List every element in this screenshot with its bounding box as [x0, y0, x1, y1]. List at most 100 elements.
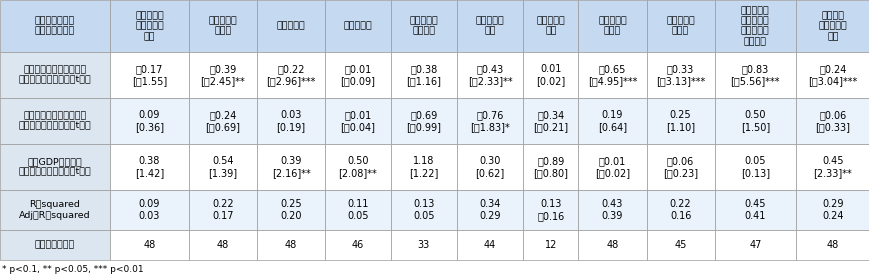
Text: 12: 12	[544, 240, 556, 250]
Bar	[325, 98, 390, 144]
Text: 44: 44	[483, 240, 495, 250]
Bar	[578, 144, 646, 190]
Text: 48: 48	[284, 240, 297, 250]
Text: 0.38
[1.42]: 0.38 [1.42]	[135, 156, 164, 178]
Text: 48: 48	[826, 240, 838, 250]
Text: 0.25
0.20: 0.25 0.20	[280, 199, 302, 221]
Text: 情報資本装備率の増減率
（上段が係数、下段がt値）: 情報資本装備率の増減率 （上段が係数、下段がt値）	[18, 65, 91, 85]
Bar	[795, 190, 869, 230]
Text: 0.22
0.17: 0.22 0.17	[212, 199, 234, 221]
Text: －0.01
[－0.09]: －0.01 [－0.09]	[340, 64, 375, 86]
Bar	[795, 0, 869, 52]
Text: サービス職
業従事者: サービス職 業従事者	[408, 16, 438, 36]
Bar	[646, 230, 713, 260]
Bar	[713, 144, 795, 190]
Bar	[456, 190, 523, 230]
Bar	[0, 190, 109, 230]
Text: 運輸・通信
従事者: 運輸・通信 従事者	[597, 16, 627, 36]
Text: －0.69
[－0.99]: －0.69 [－0.99]	[406, 110, 441, 132]
Text: 45: 45	[673, 240, 686, 250]
Bar	[456, 144, 523, 190]
Text: 0.29
0.24: 0.29 0.24	[821, 199, 843, 221]
Text: 採掘・建
設・労務作
業者: 採掘・建 設・労務作 業者	[818, 11, 846, 41]
Text: 0.30
[0.62]: 0.30 [0.62]	[474, 156, 504, 178]
Text: 0.05
[0.13]: 0.05 [0.13]	[740, 156, 769, 178]
Bar	[0, 230, 109, 260]
Bar	[109, 190, 189, 230]
Bar	[523, 98, 578, 144]
Text: サンプルサイズ: サンプルサイズ	[35, 240, 75, 249]
Bar	[713, 190, 795, 230]
Text: R－squared
Adj－R－squared: R－squared Adj－R－squared	[19, 200, 90, 220]
Text: －0.24
[－3.04]***: －0.24 [－3.04]***	[807, 64, 857, 86]
Bar	[456, 98, 523, 144]
Bar	[713, 0, 795, 52]
Text: －0.01
[－0.02]: －0.01 [－0.02]	[594, 156, 629, 178]
Bar	[390, 0, 456, 52]
Text: －0.34
[－0.21]: －0.34 [－0.21]	[533, 110, 567, 132]
Bar	[795, 98, 869, 144]
Text: 0.50
[2.08]**: 0.50 [2.08]**	[338, 156, 377, 178]
Text: 0.13
0.05: 0.13 0.05	[413, 199, 434, 221]
Bar	[189, 144, 256, 190]
Bar	[256, 230, 325, 260]
Text: 0.03
[0.19]: 0.03 [0.19]	[276, 110, 305, 132]
Text: 0.19
[0.64]: 0.19 [0.64]	[597, 110, 627, 132]
Bar	[189, 190, 256, 230]
Bar	[795, 52, 869, 98]
Bar	[109, 144, 189, 190]
Bar	[713, 52, 795, 98]
Bar	[390, 190, 456, 230]
Text: －0.89
[－0.80]: －0.89 [－0.80]	[533, 156, 567, 178]
Bar	[0, 52, 109, 98]
Text: －0.06
[－0.33]: －0.06 [－0.33]	[814, 110, 850, 132]
Bar	[390, 98, 456, 144]
Bar	[713, 98, 795, 144]
Bar	[390, 144, 456, 190]
Text: －0.43
[－2.33]**: －0.43 [－2.33]**	[468, 64, 512, 86]
Bar	[578, 0, 646, 52]
Text: 事務従事者: 事務従事者	[276, 21, 305, 31]
Bar	[0, 98, 109, 144]
Bar	[325, 52, 390, 98]
Text: 0.45
[2.33]**: 0.45 [2.33]**	[813, 156, 852, 178]
Text: 0.54
[1.39]: 0.54 [1.39]	[208, 156, 237, 178]
Bar	[713, 230, 795, 260]
Text: 販売従事者: 販売従事者	[343, 21, 372, 31]
Bar	[646, 98, 713, 144]
Bar	[189, 230, 256, 260]
Bar	[456, 52, 523, 98]
Text: 実質GDPの増減率
（上段が係数、下段がt値）: 実質GDPの増減率 （上段が係数、下段がt値）	[18, 157, 91, 177]
Text: 48: 48	[216, 240, 229, 250]
Bar	[646, 144, 713, 190]
Text: －0.33
[－3.13]***: －0.33 [－3.13]***	[655, 64, 705, 86]
Bar	[256, 98, 325, 144]
Bar	[578, 52, 646, 98]
Text: －0.38
[－1.16]: －0.38 [－1.16]	[406, 64, 441, 86]
Text: －0.01
[－0.04]: －0.01 [－0.04]	[340, 110, 375, 132]
Text: 職種別雇用者数
（被説明変数）: 職種別雇用者数 （被説明変数）	[35, 16, 75, 36]
Bar	[256, 0, 325, 52]
Bar	[189, 0, 256, 52]
Bar	[109, 98, 189, 144]
Bar	[0, 144, 109, 190]
Text: 0.01
[0.02]: 0.01 [0.02]	[535, 64, 565, 86]
Text: －0.39
[－2.45]**: －0.39 [－2.45]**	[201, 64, 245, 86]
Text: 0.45
0.41: 0.45 0.41	[744, 199, 765, 221]
Text: 製造・制作
作業者: 製造・制作 作業者	[666, 16, 694, 36]
Bar	[795, 230, 869, 260]
Text: 0.13
－0.16: 0.13 －0.16	[537, 199, 564, 221]
Text: 0.22
0.16: 0.22 0.16	[669, 199, 691, 221]
Text: 48: 48	[606, 240, 618, 250]
Bar	[390, 52, 456, 98]
Text: 0.43
0.39: 0.43 0.39	[601, 199, 622, 221]
Text: * p<0.1, ** p<0.05, *** p<0.01: * p<0.1, ** p<0.05, *** p<0.01	[2, 265, 143, 274]
Bar	[456, 230, 523, 260]
Bar	[256, 52, 325, 98]
Bar	[523, 144, 578, 190]
Bar	[523, 230, 578, 260]
Bar	[523, 0, 578, 52]
Text: －0.06
[－0.23]: －0.06 [－0.23]	[662, 156, 697, 178]
Text: 48: 48	[143, 240, 156, 250]
Bar	[109, 0, 189, 52]
